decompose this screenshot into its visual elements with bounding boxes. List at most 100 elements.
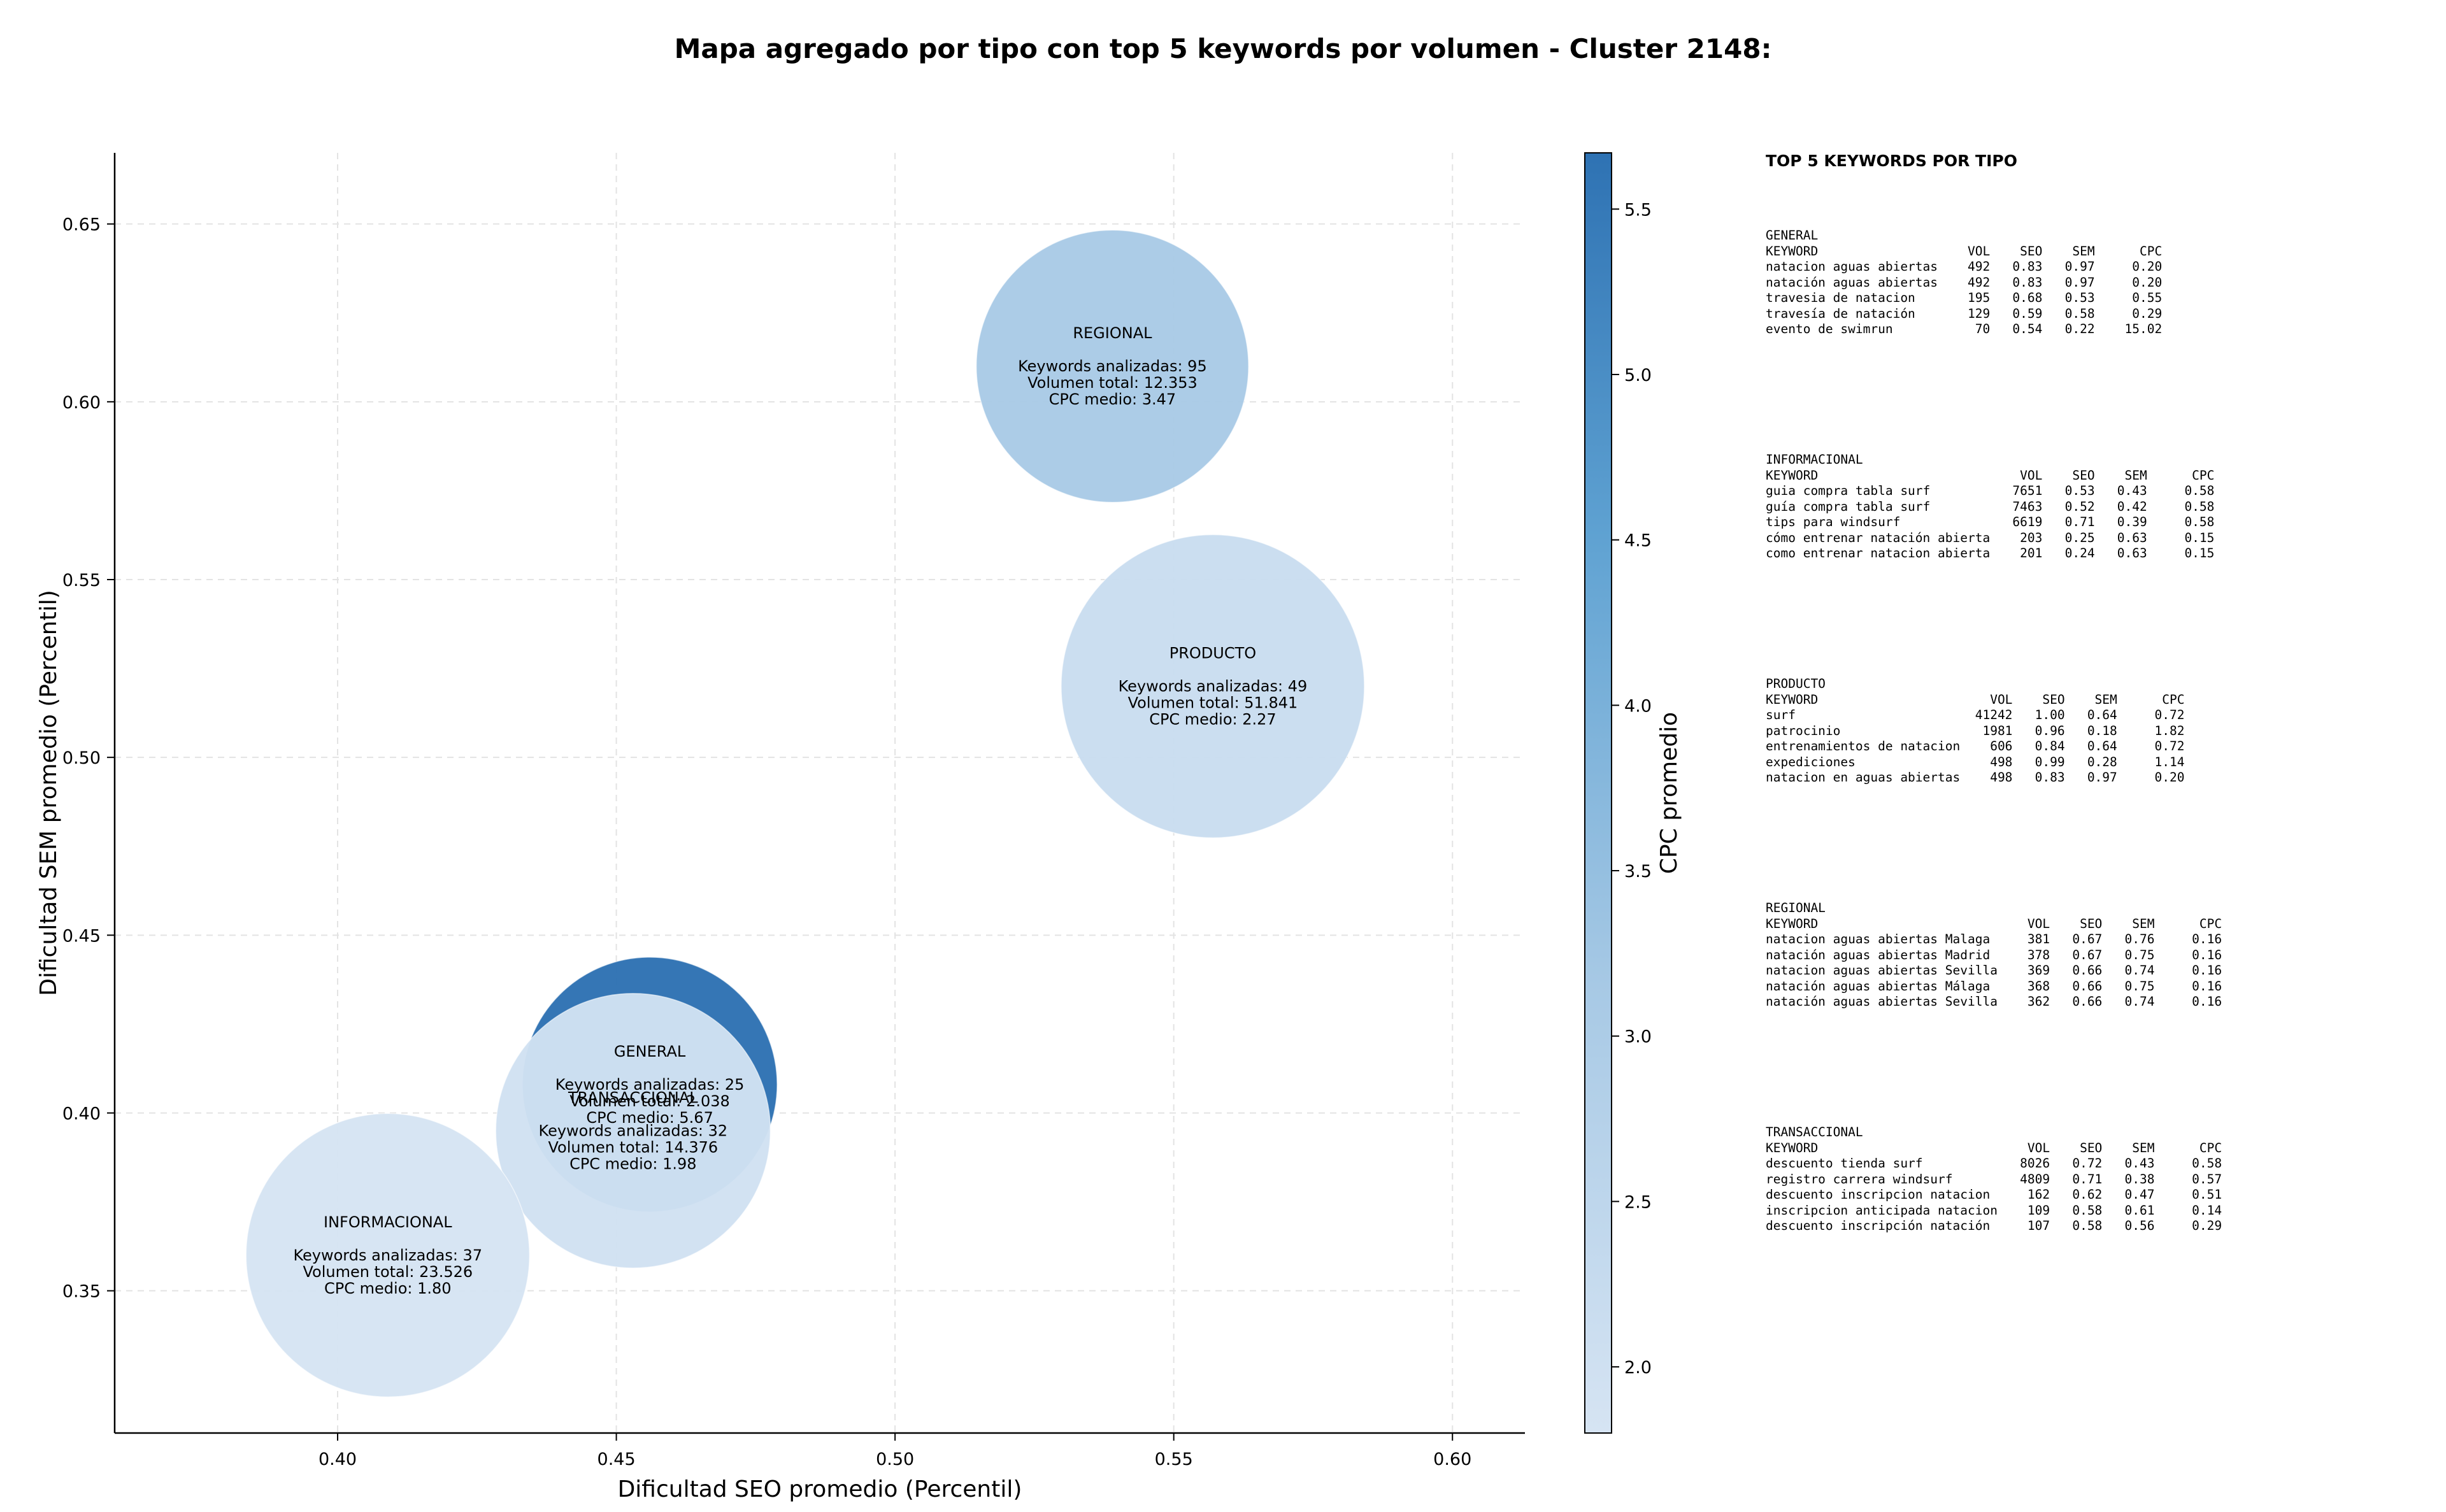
colorbar-tick-label: 3.5 [1624,862,1652,881]
block-name: PRODUCTO [1766,676,1826,691]
bubble-stat: CPC medio: 3.47 [1049,390,1177,408]
keyword-block-transaccional: TRANSACCIONAL KEYWORD VOL SEO SEM CPC de… [1766,1125,2222,1234]
block-name: REGIONAL [1766,901,1826,915]
bubble-stat: CPC medio: 1.98 [569,1155,697,1173]
keyword-row: descuento inscripcion natacion 162 0.62 … [1766,1187,2222,1202]
block-header: KEYWORD VOL SEO SEM CPC [1766,916,2222,931]
colorbar-tick-label: 5.5 [1624,200,1652,220]
bubble-label-informacional: INFORMACIONAL Keywords analizadas: 37Volu… [293,1213,482,1297]
colorbar: 2.0 2.5 3.0 3.5 4.0 4.5 5.0 5.5 CPC promedio [1584,152,1682,1434]
keyword-block-producto: PRODUCTO KEYWORD VOL SEO SEM CPC surf 41… [1766,676,2184,786]
bubble-stat: Volumen total: 14.376 [548,1138,719,1156]
keyword-row: travesia de natacion 195 0.68 0.53 0.55 [1766,290,2163,305]
colorbar-tick-label: 2.0 [1624,1358,1652,1378]
block-header: KEYWORD VOL SEO SEM CPC [1766,692,2185,707]
colorbar-tick-label: 5.0 [1624,366,1652,385]
keyword-row: natacion aguas abiertas 492 0.83 0.97 0.… [1766,259,2163,274]
colorbar-tick-label: 4.0 [1624,696,1652,716]
bubble-stat: CPC medio: 2.27 [1149,711,1277,729]
keyword-row: natación aguas abiertas Málaga 368 0.66 … [1766,978,2222,994]
keyword-row: natación aguas abiertas Madrid 378 0.67 … [1766,947,2222,962]
keyword-block-informacional: INFORMACIONAL KEYWORD VOL SEO SEM CPC gu… [1766,452,2214,562]
bubble-name: INFORMACIONAL [324,1213,452,1231]
y-tick-label: 0.50 [62,748,101,768]
colorbar-tick-label: 3.0 [1624,1027,1652,1047]
axes: 0.40 0.45 0.50 0.55 0.60 0.35 0.40 0.45 0.50 0.55… [36,153,1525,1502]
bubble-regional [975,229,1249,503]
keyword-row: descuento tienda surf 8026 0.72 0.43 0.5… [1766,1156,2222,1171]
y-tick-label: 0.65 [62,215,101,235]
keyword-row: registro carrera windsurf 4809 0.71 0.38… [1766,1171,2222,1187]
block-header: KEYWORD VOL SEO SEM CPC [1766,243,2163,259]
x-tick-label: 0.50 [876,1450,914,1469]
bubble-stat: Keywords analizadas: 37 [293,1246,482,1264]
bubble-stat: Volumen total: 2.038 [569,1092,729,1110]
bubble-name: REGIONAL [1073,324,1152,342]
bubble-stat: Keywords analizadas: 25 [555,1076,745,1094]
bubble-stat: Keywords analizadas: 49 [1119,678,1308,695]
bubble-name: GENERAL [614,1043,686,1060]
block-name: INFORMACIONAL [1766,452,1863,467]
x-tick-label: 0.40 [318,1450,357,1469]
keyword-row: tips para windsurf 6619 0.71 0.39 0.58 [1766,515,2215,529]
keyword-row: expediciones 498 0.99 0.28 1.14 [1766,754,2185,769]
keyword-row: natación aguas abiertas Sevilla 362 0.66… [1766,994,2222,1009]
colorbar-tick-label: 2.5 [1624,1192,1652,1212]
bubble-transaccional [495,993,771,1269]
keyword-row: inscripcion anticipada natacion 109 0.58… [1766,1202,2222,1218]
x-axis-label: Dificultad SEO promedio (Percentil) [618,1476,1022,1502]
bubble-stat: CPC medio: 1.80 [324,1280,452,1297]
bubbles [245,229,1365,1398]
bubble-name: PRODUCTO [1169,645,1256,662]
x-tick-label: 0.55 [1155,1450,1193,1469]
bubble-stat: Volumen total: 51.841 [1128,694,1298,712]
bubble-stat: CPC medio: 5.67 [586,1109,713,1127]
keyword-row: natacion aguas abiertas Malaga 381 0.67 … [1766,932,2222,946]
keyword-row: evento de swimrun 70 0.54 0.22 15.02 [1766,322,2163,336]
keyword-row: cómo entrenar natación abierta 203 0.25 … [1766,530,2215,545]
keyword-block-general: GENERAL KEYWORD VOL SEO SEM CPC natacion… [1766,228,2162,338]
colorbar-label: CPC promedio [1656,712,1682,874]
block-header: KEYWORD VOL SEO SEM CPC [1766,467,2215,483]
keyword-row: natacion en aguas abiertas 498 0.83 0.97… [1766,770,2185,785]
keyword-row: patrocinio 1981 0.96 0.18 1.82 [1766,723,2185,738]
y-tick-label: 0.35 [62,1282,101,1302]
keyword-row: descuento inscripción natación 107 0.58 … [1766,1218,2222,1233]
y-tick-label: 0.55 [62,571,101,590]
block-name: GENERAL [1766,228,1819,243]
x-tick-label: 0.60 [1433,1450,1471,1469]
keyword-row: natacion aguas abiertas Sevilla 369 0.66… [1766,963,2222,978]
x-tick-label: 0.45 [597,1450,636,1469]
keyword-row: natación aguas abiertas 492 0.83 0.97 0.… [1766,275,2163,290]
keyword-block-regional: REGIONAL KEYWORD VOL SEO SEM CPC natacio… [1766,901,2222,1010]
bubble-informacional [245,1113,531,1398]
panel-title: TOP 5 KEYWORDS POR TIPO [1766,152,2017,170]
bubble-stat: Keywords analizadas: 32 [539,1122,728,1139]
keywords-panel: TOP 5 KEYWORDS POR TIPO GENERAL KEYWORD … [1766,152,2222,1233]
colorbar-tick-label: 4.5 [1624,531,1652,551]
bubble-stat: Volumen total: 12.353 [1027,374,1198,392]
y-tick-label: 0.60 [62,393,101,413]
y-axis-label: Dificultad SEM promedio (Percentil) [36,590,62,996]
keyword-row: travesía de natación 129 0.59 0.58 0.29 [1766,306,2163,321]
colorbar-gradient [1584,152,1612,1434]
bubble-name: TRANSACCIONAL [568,1088,698,1106]
y-tick-label: 0.45 [62,926,101,946]
keyword-row: entrenamientos de natacion 606 0.84 0.64… [1766,739,2185,753]
y-tick-label: 0.40 [62,1104,101,1124]
keyword-row: como entrenar natacion abierta 201 0.24 … [1766,546,2215,560]
bubble-stat: Volumen total: 23.526 [303,1263,473,1281]
bubble-stat: Keywords analizadas: 95 [1018,357,1207,375]
block-header: KEYWORD VOL SEO SEM CPC [1766,1140,2222,1155]
bubble-producto [1061,534,1365,839]
keyword-row: surf 41242 1.00 0.64 0.72 [1766,708,2185,722]
keyword-row: guia compra tabla surf 7651 0.53 0.43 0.… [1766,483,2215,498]
keyword-row: guía compra tabla surf 7463 0.52 0.42 0.… [1766,499,2215,514]
chart-title: Mapa agregado por tipo con top 5 keyword… [674,33,1772,64]
